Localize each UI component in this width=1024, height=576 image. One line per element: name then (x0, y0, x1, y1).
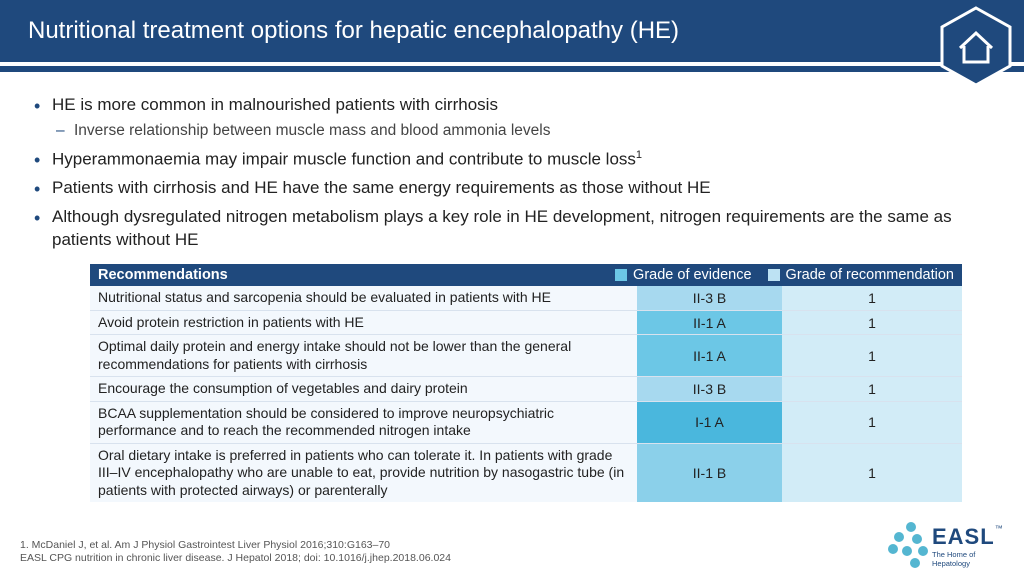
cell-evidence: II-3 B (637, 377, 782, 401)
recommendation-swatch-icon (768, 269, 780, 281)
header-band: Nutritional treatment options for hepati… (0, 0, 1024, 62)
home-icon (938, 6, 1014, 92)
sub-bullet-item: Inverse relationship between muscle mass… (52, 121, 994, 142)
cell-grade: 1 (782, 377, 962, 401)
evidence-swatch-icon (615, 269, 627, 281)
sub-bullet-list: Inverse relationship between muscle mass… (52, 121, 994, 142)
cell-grade: 1 (782, 402, 962, 443)
header-evidence-label: Grade of evidence (633, 267, 752, 283)
cell-recommendation: Avoid protein restriction in patients wi… (90, 311, 637, 335)
logo-text: EASL™ (932, 524, 1003, 550)
header-grade: Grade of recommendation (760, 267, 962, 283)
recommendations-table: Recommendations Grade of evidence Grade … (90, 264, 962, 502)
table-row: Optimal daily protein and energy intake … (90, 335, 962, 377)
body-content: HE is more common in malnourished patien… (0, 72, 1024, 502)
easl-logo: EASL™ The Home of Hepatology (888, 520, 1008, 568)
bullet-item: Although dysregulated nitrogen metabolis… (30, 206, 994, 252)
reference-2: EASL CPG nutrition in chronic liver dise… (20, 552, 451, 566)
header-grade-label: Grade of recommendation (786, 267, 954, 283)
cell-evidence: II-1 A (637, 311, 782, 335)
home-badge[interactable] (938, 6, 1014, 92)
bullet-item: Hyperammonaemia may impair muscle functi… (30, 148, 994, 172)
header-evidence: Grade of evidence (607, 267, 760, 283)
slide: Nutritional treatment options for hepati… (0, 0, 1024, 576)
cell-grade: 1 (782, 444, 962, 503)
logo-tm: ™ (995, 524, 1003, 533)
cell-grade: 1 (782, 286, 962, 310)
superscript: 1 (636, 149, 642, 161)
cell-recommendation: BCAA supplementation should be considere… (90, 402, 637, 443)
cell-recommendation: Optimal daily protein and energy intake … (90, 335, 637, 376)
table-row: Oral dietary intake is preferred in pati… (90, 444, 962, 503)
bullet-list: HE is more common in malnourished patien… (30, 94, 994, 252)
cell-recommendation: Encourage the consumption of vegetables … (90, 377, 637, 401)
cell-evidence: I-1 A (637, 402, 782, 443)
footer-references: 1. McDaniel J, et al. Am J Physiol Gastr… (20, 539, 451, 566)
cell-recommendation: Nutritional status and sarcopenia should… (90, 286, 637, 310)
reference-1: 1. McDaniel J, et al. Am J Physiol Gastr… (20, 539, 451, 553)
cell-evidence: II-3 B (637, 286, 782, 310)
page-title: Nutritional treatment options for hepati… (28, 17, 679, 45)
table-header: Recommendations Grade of evidence Grade … (90, 264, 962, 286)
table-row: BCAA supplementation should be considere… (90, 402, 962, 444)
cell-recommendation: Oral dietary intake is preferred in pati… (90, 444, 637, 503)
cell-evidence: II-1 B (637, 444, 782, 503)
cell-grade: 1 (782, 311, 962, 335)
table-row: Nutritional status and sarcopenia should… (90, 286, 962, 311)
header-recommendations: Recommendations (90, 267, 607, 283)
table-body: Nutritional status and sarcopenia should… (90, 286, 962, 502)
logo-name: EASL (932, 524, 995, 549)
bullet-item: Patients with cirrhosis and HE have the … (30, 177, 994, 200)
logo-tagline: The Home of Hepatology (932, 550, 1008, 568)
cell-evidence: II-1 A (637, 335, 782, 376)
table-row: Avoid protein restriction in patients wi… (90, 311, 962, 336)
cell-grade: 1 (782, 335, 962, 376)
table-row: Encourage the consumption of vegetables … (90, 377, 962, 402)
bullet-item: HE is more common in malnourished patien… (30, 94, 994, 142)
